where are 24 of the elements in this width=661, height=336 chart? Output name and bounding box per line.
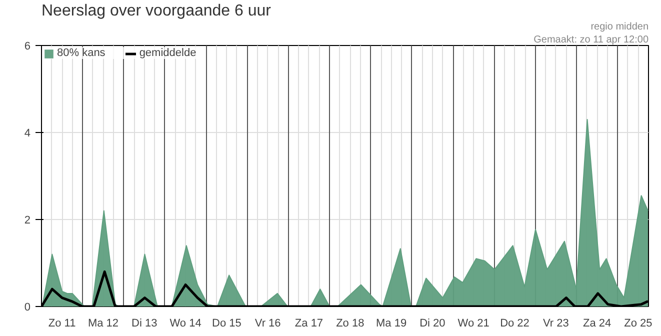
- x-tick-label: Zo 11: [48, 318, 76, 330]
- legend-label: 80% kans: [57, 47, 106, 59]
- y-tick-label: 6: [24, 40, 31, 52]
- legend-label: gemiddelde: [139, 47, 196, 59]
- x-tick-label: Wo 14: [170, 318, 202, 330]
- y-tick-label: 2: [24, 214, 31, 226]
- x-tick-label: Zo 25: [624, 318, 652, 330]
- x-tick-label: Vr 23: [542, 318, 569, 330]
- x-tick-label: Za 17: [294, 318, 324, 330]
- x-tick-label: Zo 18: [336, 318, 364, 330]
- x-tick-label: Vr 16: [254, 318, 281, 330]
- y-tick-label: 0: [24, 302, 31, 314]
- annotation: Gemaakt: zo 11 apr 12:00: [534, 34, 649, 46]
- y-tick-label: 4: [24, 128, 31, 140]
- x-tick-label: Ma 12: [88, 318, 119, 330]
- chart-title: Neerslag over voorgaande 6 uur: [42, 2, 272, 20]
- x-tick-label: Do 15: [212, 318, 242, 330]
- x-tick-label: Do 22: [500, 318, 530, 330]
- x-tick-label: Wo 21: [458, 318, 490, 330]
- x-tick-label: Ma 19: [376, 318, 407, 330]
- x-tick-label: Di 20: [420, 318, 446, 330]
- x-tick-label: Za 24: [582, 318, 612, 330]
- x-tick-label: Di 13: [132, 318, 158, 330]
- text: regio midden: [590, 22, 648, 32]
